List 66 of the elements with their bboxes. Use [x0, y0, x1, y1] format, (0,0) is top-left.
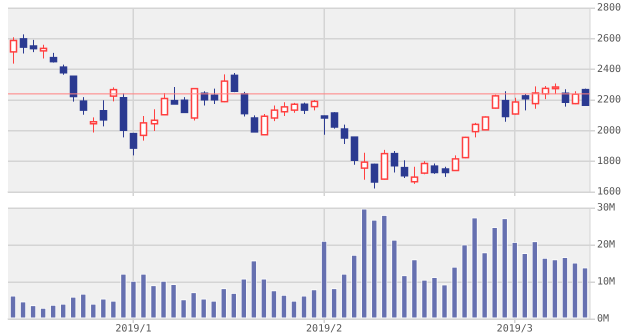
candlestick [310, 100, 318, 111]
candlestick [462, 136, 470, 159]
y-tick-label: 10M [597, 276, 616, 288]
candlestick [420, 160, 428, 175]
candlestick [482, 116, 490, 131]
candlestick [30, 39, 38, 53]
candlestick [260, 113, 268, 136]
candlestick [502, 90, 510, 122]
candlestick [370, 162, 378, 189]
candlestick [20, 34, 28, 54]
candlestick [270, 105, 278, 122]
candlestick [180, 96, 188, 114]
candlestick [140, 115, 148, 142]
candlestick [250, 114, 258, 134]
x-tick-label: 2019/2 [306, 324, 342, 335]
candlestick [410, 166, 418, 184]
candlestick [10, 36, 18, 64]
candlestick [100, 100, 108, 127]
candlestick [532, 86, 540, 110]
candlestick [290, 102, 298, 114]
candlestick [442, 166, 450, 178]
y-tick-label: 2200 [597, 94, 622, 106]
candlestick [40, 44, 48, 59]
candlestick [430, 162, 438, 174]
candlestick [390, 150, 398, 174]
candlestick [350, 136, 358, 166]
candlestick [452, 154, 460, 172]
candlestick [160, 92, 168, 116]
candlestick [220, 74, 228, 103]
candlestick [330, 112, 338, 130]
candlestick [170, 86, 178, 105]
candlestick [150, 108, 158, 132]
candlestick [522, 93, 530, 111]
candlestick [492, 94, 500, 110]
candlestick [240, 91, 248, 118]
candlestick [400, 160, 408, 179]
candlestick [582, 88, 590, 106]
candlestick [300, 102, 308, 114]
candlestick [472, 122, 480, 138]
candlestick [512, 97, 520, 116]
candlestick [60, 64, 68, 76]
y-tick-label: 1600 [597, 186, 622, 198]
candlestick [552, 82, 560, 95]
candlestick [572, 90, 580, 105]
candlestick [130, 132, 138, 156]
y-tick-label: 1800 [597, 156, 622, 167]
y-tick-label: 30M [597, 202, 616, 214]
x-tick-label: 2019/3 [496, 324, 533, 335]
candlestick [320, 114, 328, 136]
candlestick [210, 88, 218, 104]
candlestick [230, 72, 238, 93]
candlestick [340, 124, 348, 145]
y-tick-label: 0M [597, 314, 610, 325]
x-tick-label: 2019/1 [115, 324, 152, 335]
y-tick-label: 2000 [597, 125, 622, 136]
y-tick-label: 2600 [597, 33, 622, 44]
candlestick [90, 116, 98, 134]
candlestick [542, 86, 550, 100]
candlestick [562, 88, 570, 108]
y-tick-label: 2800 [597, 2, 622, 14]
y-tick-label: 20M [597, 240, 616, 251]
candlestick [360, 152, 368, 180]
y-tick-label: 2400 [597, 64, 622, 75]
candlestick [280, 102, 288, 116]
candlestick [70, 75, 78, 102]
candlestick [80, 96, 88, 116]
